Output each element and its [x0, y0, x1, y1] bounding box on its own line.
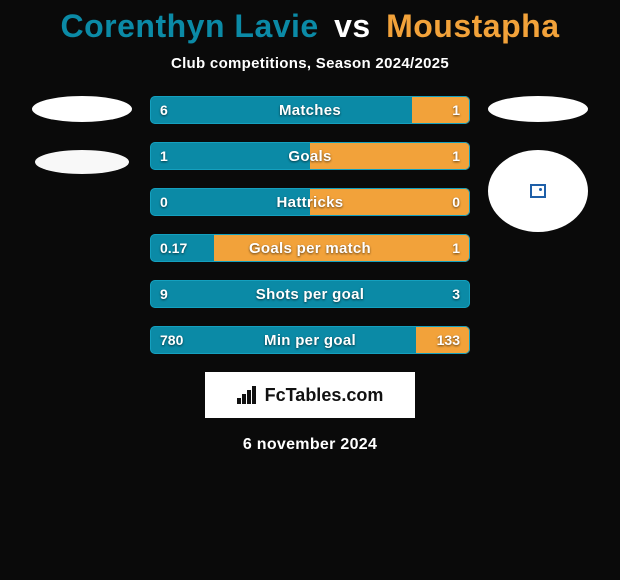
right-avatar-column: [488, 96, 588, 232]
stat-label: Goals: [150, 142, 470, 170]
right-player-avatar-1: [488, 96, 588, 122]
stat-value-right: 133: [437, 326, 460, 354]
main-row: Matches61Goals11Hattricks00Goals per mat…: [0, 96, 620, 354]
stat-label: Shots per goal: [150, 280, 470, 308]
brand-logo: FcTables.com: [205, 372, 415, 418]
stat-bar: Matches6 1: [150, 96, 470, 124]
subtitle: Club competitions, Season 2024/2025: [0, 55, 620, 72]
stat-bar: Goals1 1: [150, 142, 470, 170]
stat-value-right: 3: [452, 280, 460, 308]
stats-column: Matches61Goals11Hattricks00Goals per mat…: [150, 96, 470, 354]
stat-value-right: 1: [452, 96, 460, 124]
stat-bar: Min per goal780 133: [150, 326, 470, 354]
stat-value-left: 6: [160, 96, 168, 124]
title-left: Corenthyn Lavie: [61, 8, 319, 44]
left-player-avatar-1: [32, 96, 132, 122]
stat-value-right: 1: [452, 234, 460, 262]
stat-value-right: 0: [452, 188, 460, 216]
stat-bar: Goals per match0.17 1: [150, 234, 470, 262]
stat-bar: Shots per goal9 3: [150, 280, 470, 308]
title-separator: vs: [334, 8, 371, 44]
stat-bar: Hattricks0 0: [150, 188, 470, 216]
stat-value-left: 9: [160, 280, 168, 308]
stat-label: Hattricks: [150, 188, 470, 216]
image-placeholder-icon: [530, 184, 546, 198]
bar-chart-icon: [237, 386, 259, 404]
stat-value-right: 1: [452, 142, 460, 170]
stat-label: Goals per match: [150, 234, 470, 262]
title-right: Moustapha: [386, 8, 559, 44]
stat-value-left: 780: [160, 326, 183, 354]
stat-label: Min per goal: [150, 326, 470, 354]
stat-label: Matches: [150, 96, 470, 124]
stat-value-left: 0.17: [160, 234, 187, 262]
left-avatar-column: [32, 96, 132, 174]
stat-value-left: 1: [160, 142, 168, 170]
stat-value-left: 0: [160, 188, 168, 216]
left-player-avatar-2: [35, 150, 129, 174]
right-player-badge: [488, 150, 588, 232]
comparison-container: Corenthyn Lavie vs Moustapha Club compet…: [0, 0, 620, 454]
brand-name: FcTables.com: [265, 385, 384, 406]
date-line: 6 november 2024: [0, 436, 620, 454]
page-title: Corenthyn Lavie vs Moustapha: [0, 8, 620, 45]
